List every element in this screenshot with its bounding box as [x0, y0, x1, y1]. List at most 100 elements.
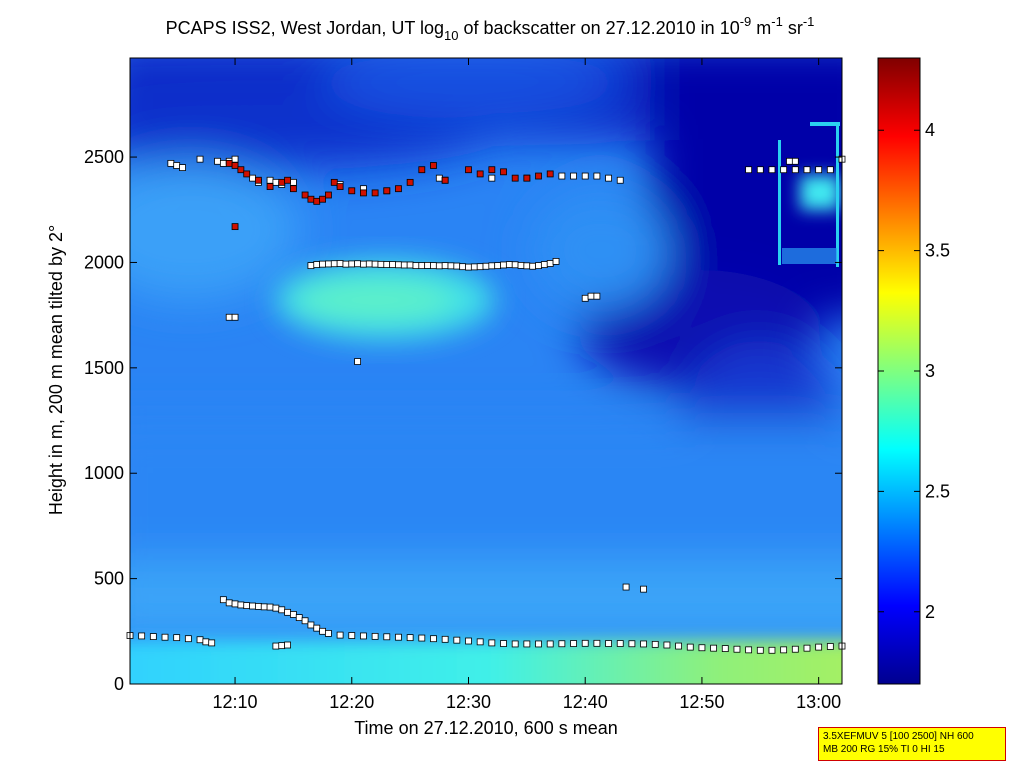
data-marker: [406, 634, 414, 642]
data-marker: [593, 639, 601, 647]
data-marker: [237, 601, 245, 609]
data-marker: [348, 187, 356, 195]
data-marker: [476, 638, 484, 646]
data-marker: [249, 602, 256, 610]
data-marker: [389, 261, 397, 268]
data-marker: [435, 262, 443, 270]
data-marker: [219, 596, 227, 604]
data-marker: [395, 185, 402, 193]
data-marker: [260, 603, 268, 611]
data-marker: [231, 155, 239, 163]
data-marker: [395, 633, 402, 641]
data-marker: [161, 633, 169, 641]
data-marker: [290, 185, 297, 193]
data-marker: [325, 630, 332, 637]
colorbar: [877, 57, 921, 685]
data-marker: [511, 174, 519, 182]
data-marker: [733, 645, 741, 653]
data-marker: [558, 640, 566, 648]
data-marker: [377, 260, 385, 268]
data-marker: [546, 170, 554, 178]
data-marker: [406, 261, 414, 269]
data-marker: [208, 639, 216, 647]
data-marker: [272, 178, 280, 186]
data-marker: [290, 178, 297, 186]
data-marker: [447, 262, 455, 270]
data-marker: [535, 172, 542, 180]
info-box: 3.5XEFMUV 5 [100 2500] NH 600 MB 200 RG …: [818, 727, 1006, 761]
data-marker: [430, 262, 437, 270]
data-marker: [225, 599, 233, 607]
data-marker: [721, 645, 729, 652]
data-marker: [313, 624, 321, 632]
data-marker: [395, 261, 402, 269]
data-marker: [826, 643, 834, 650]
colorbar-tick-label: 2: [925, 602, 935, 622]
data-marker: [826, 166, 834, 174]
data-marker: [301, 617, 309, 625]
data-marker: [272, 642, 280, 650]
data-marker: [266, 183, 274, 190]
data-marker: [313, 197, 321, 205]
data-marker: [336, 631, 344, 639]
data-marker: [605, 174, 612, 182]
data-marker: [430, 162, 437, 169]
y-axis: 0 500 1000 1500 2000 2500: [84, 147, 842, 694]
data-marker: [581, 294, 589, 302]
data-marker: [371, 189, 379, 197]
data-marker: [278, 178, 286, 186]
data-marker: [663, 641, 671, 649]
data-marker: [319, 195, 326, 203]
data-marker: [330, 260, 338, 268]
data-marker: [173, 162, 181, 169]
data-marker: [552, 257, 560, 265]
data-marker: [418, 262, 426, 270]
data-marker: [284, 176, 291, 184]
data-marker: [348, 260, 356, 268]
data-marker: [465, 166, 472, 174]
data-marker: [243, 170, 251, 178]
data-marker: [237, 166, 245, 174]
data-marker: [336, 183, 344, 190]
data-marker: [616, 640, 624, 647]
data-marker: [710, 644, 718, 652]
heatmap-field: [130, 58, 842, 684]
data-marker: [249, 174, 256, 182]
data-marker: [500, 168, 507, 176]
data-marker: [791, 166, 799, 174]
data-marker: [587, 292, 595, 300]
data-marker: [616, 176, 624, 184]
data-marker: [173, 634, 181, 642]
data-marker: [558, 172, 566, 180]
data-marker: [500, 640, 507, 647]
data-marker: [570, 172, 577, 180]
data-marker: [301, 191, 309, 199]
data-marker: [418, 166, 426, 174]
data-marker: [476, 170, 484, 178]
data-marker: [523, 262, 531, 270]
data-marker: [167, 159, 175, 167]
data-marker: [424, 262, 432, 269]
data-marker: [465, 637, 472, 645]
colorbar-axis: 2 2.5 3 3.5 4: [878, 120, 950, 622]
data-marker: [371, 632, 379, 640]
data-marker: [196, 636, 204, 644]
data-marker: [803, 166, 811, 174]
data-marker: [179, 164, 186, 172]
data-marker: [441, 262, 449, 270]
data-marker: [529, 262, 537, 270]
data-marker: [231, 162, 239, 169]
data-marker: [412, 262, 420, 270]
data-marker: [494, 262, 502, 270]
data-marker: [307, 262, 315, 270]
x-tick-label: 12:50: [679, 692, 724, 712]
data-marker: [593, 172, 601, 180]
data-marker: [400, 261, 408, 269]
data-marker: [791, 157, 799, 165]
colorbar-tick-label: 4: [925, 120, 935, 140]
data-marker: [488, 174, 496, 182]
data-marker: [768, 646, 776, 654]
data-marker: [605, 640, 612, 647]
colorbar-tick-label: 3: [925, 361, 935, 381]
data-marker: [202, 638, 210, 646]
